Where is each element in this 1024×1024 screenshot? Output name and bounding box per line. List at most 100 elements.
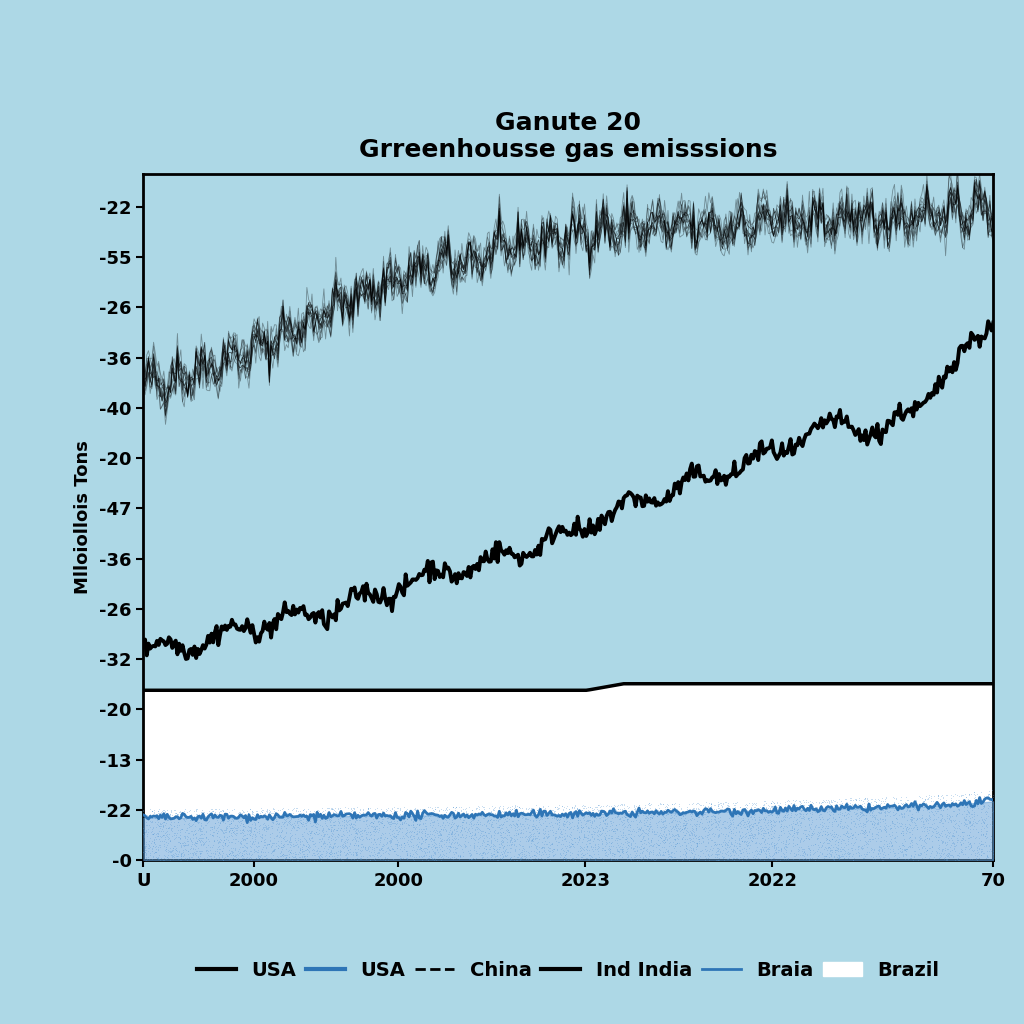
Point: [445, 821, 462, 838]
Point: [587, 808, 603, 824]
Point: [962, 792, 978, 808]
Point: [419, 841, 435, 857]
Point: [561, 839, 578, 855]
Point: [370, 823, 386, 840]
Point: [338, 818, 354, 835]
Point: [515, 848, 531, 864]
Point: [327, 850, 343, 866]
Point: [181, 803, 198, 819]
Point: [966, 790, 982, 806]
Point: [247, 818, 263, 835]
Point: [635, 822, 651, 839]
Point: [786, 829, 803, 846]
Point: [855, 817, 871, 834]
Point: [572, 839, 589, 855]
Point: [943, 812, 959, 828]
Point: [685, 842, 701, 858]
Point: [760, 823, 776, 840]
Point: [493, 821, 509, 838]
Point: [177, 841, 194, 857]
Point: [771, 802, 787, 818]
Point: [169, 843, 185, 859]
Point: [686, 824, 702, 841]
Point: [474, 845, 490, 861]
Point: [315, 808, 332, 824]
Point: [775, 845, 792, 861]
Point: [850, 796, 866, 812]
Point: [643, 829, 659, 846]
Point: [830, 843, 847, 859]
Point: [495, 841, 511, 857]
Point: [220, 818, 237, 835]
Point: [176, 837, 193, 853]
Point: [937, 812, 953, 828]
Point: [553, 824, 569, 841]
Point: [378, 806, 394, 822]
Point: [790, 829, 806, 846]
Point: [863, 816, 880, 833]
Point: [331, 826, 347, 843]
Point: [344, 847, 360, 863]
Point: [674, 831, 690, 848]
Point: [296, 824, 312, 841]
Point: [645, 822, 662, 839]
Point: [686, 805, 702, 821]
Point: [219, 837, 236, 853]
Point: [359, 841, 376, 857]
Point: [837, 799, 853, 815]
Point: [828, 831, 845, 848]
Point: [589, 827, 605, 844]
Point: [809, 830, 825, 847]
Point: [319, 841, 336, 857]
Point: [473, 817, 489, 834]
Point: [441, 838, 458, 854]
Point: [596, 802, 612, 818]
Point: [898, 843, 914, 859]
Point: [191, 821, 208, 838]
Point: [871, 805, 888, 821]
Point: [675, 817, 691, 834]
Point: [402, 802, 419, 818]
Point: [462, 848, 478, 864]
Point: [362, 824, 379, 841]
Point: [440, 811, 457, 827]
Point: [369, 808, 385, 824]
Point: [620, 813, 636, 829]
Point: [916, 838, 933, 854]
Point: [233, 824, 250, 841]
Point: [807, 819, 823, 836]
Point: [665, 838, 681, 854]
Point: [326, 802, 342, 818]
Point: [411, 812, 427, 828]
Point: [507, 817, 523, 834]
Point: [964, 850, 980, 866]
Point: [330, 806, 346, 822]
Point: [802, 850, 818, 866]
Point: [186, 825, 203, 842]
Point: [858, 807, 874, 823]
Point: [382, 811, 398, 827]
Point: [602, 818, 618, 835]
Point: [255, 816, 271, 833]
Point: [882, 850, 898, 866]
Point: [738, 833, 755, 849]
Point: [345, 816, 361, 833]
Point: [193, 816, 209, 833]
Point: [744, 826, 761, 843]
Point: [528, 822, 545, 839]
Point: [787, 792, 804, 808]
Point: [168, 847, 184, 863]
Point: [530, 850, 547, 866]
Point: [891, 849, 907, 865]
Point: [484, 814, 501, 830]
Point: [727, 826, 743, 843]
Point: [438, 810, 455, 826]
Point: [366, 830, 382, 847]
Point: [276, 803, 293, 819]
Point: [964, 800, 980, 816]
Point: [254, 804, 270, 820]
Point: [168, 828, 184, 845]
Point: [328, 845, 344, 861]
Point: [449, 845, 465, 861]
Point: [677, 817, 693, 834]
